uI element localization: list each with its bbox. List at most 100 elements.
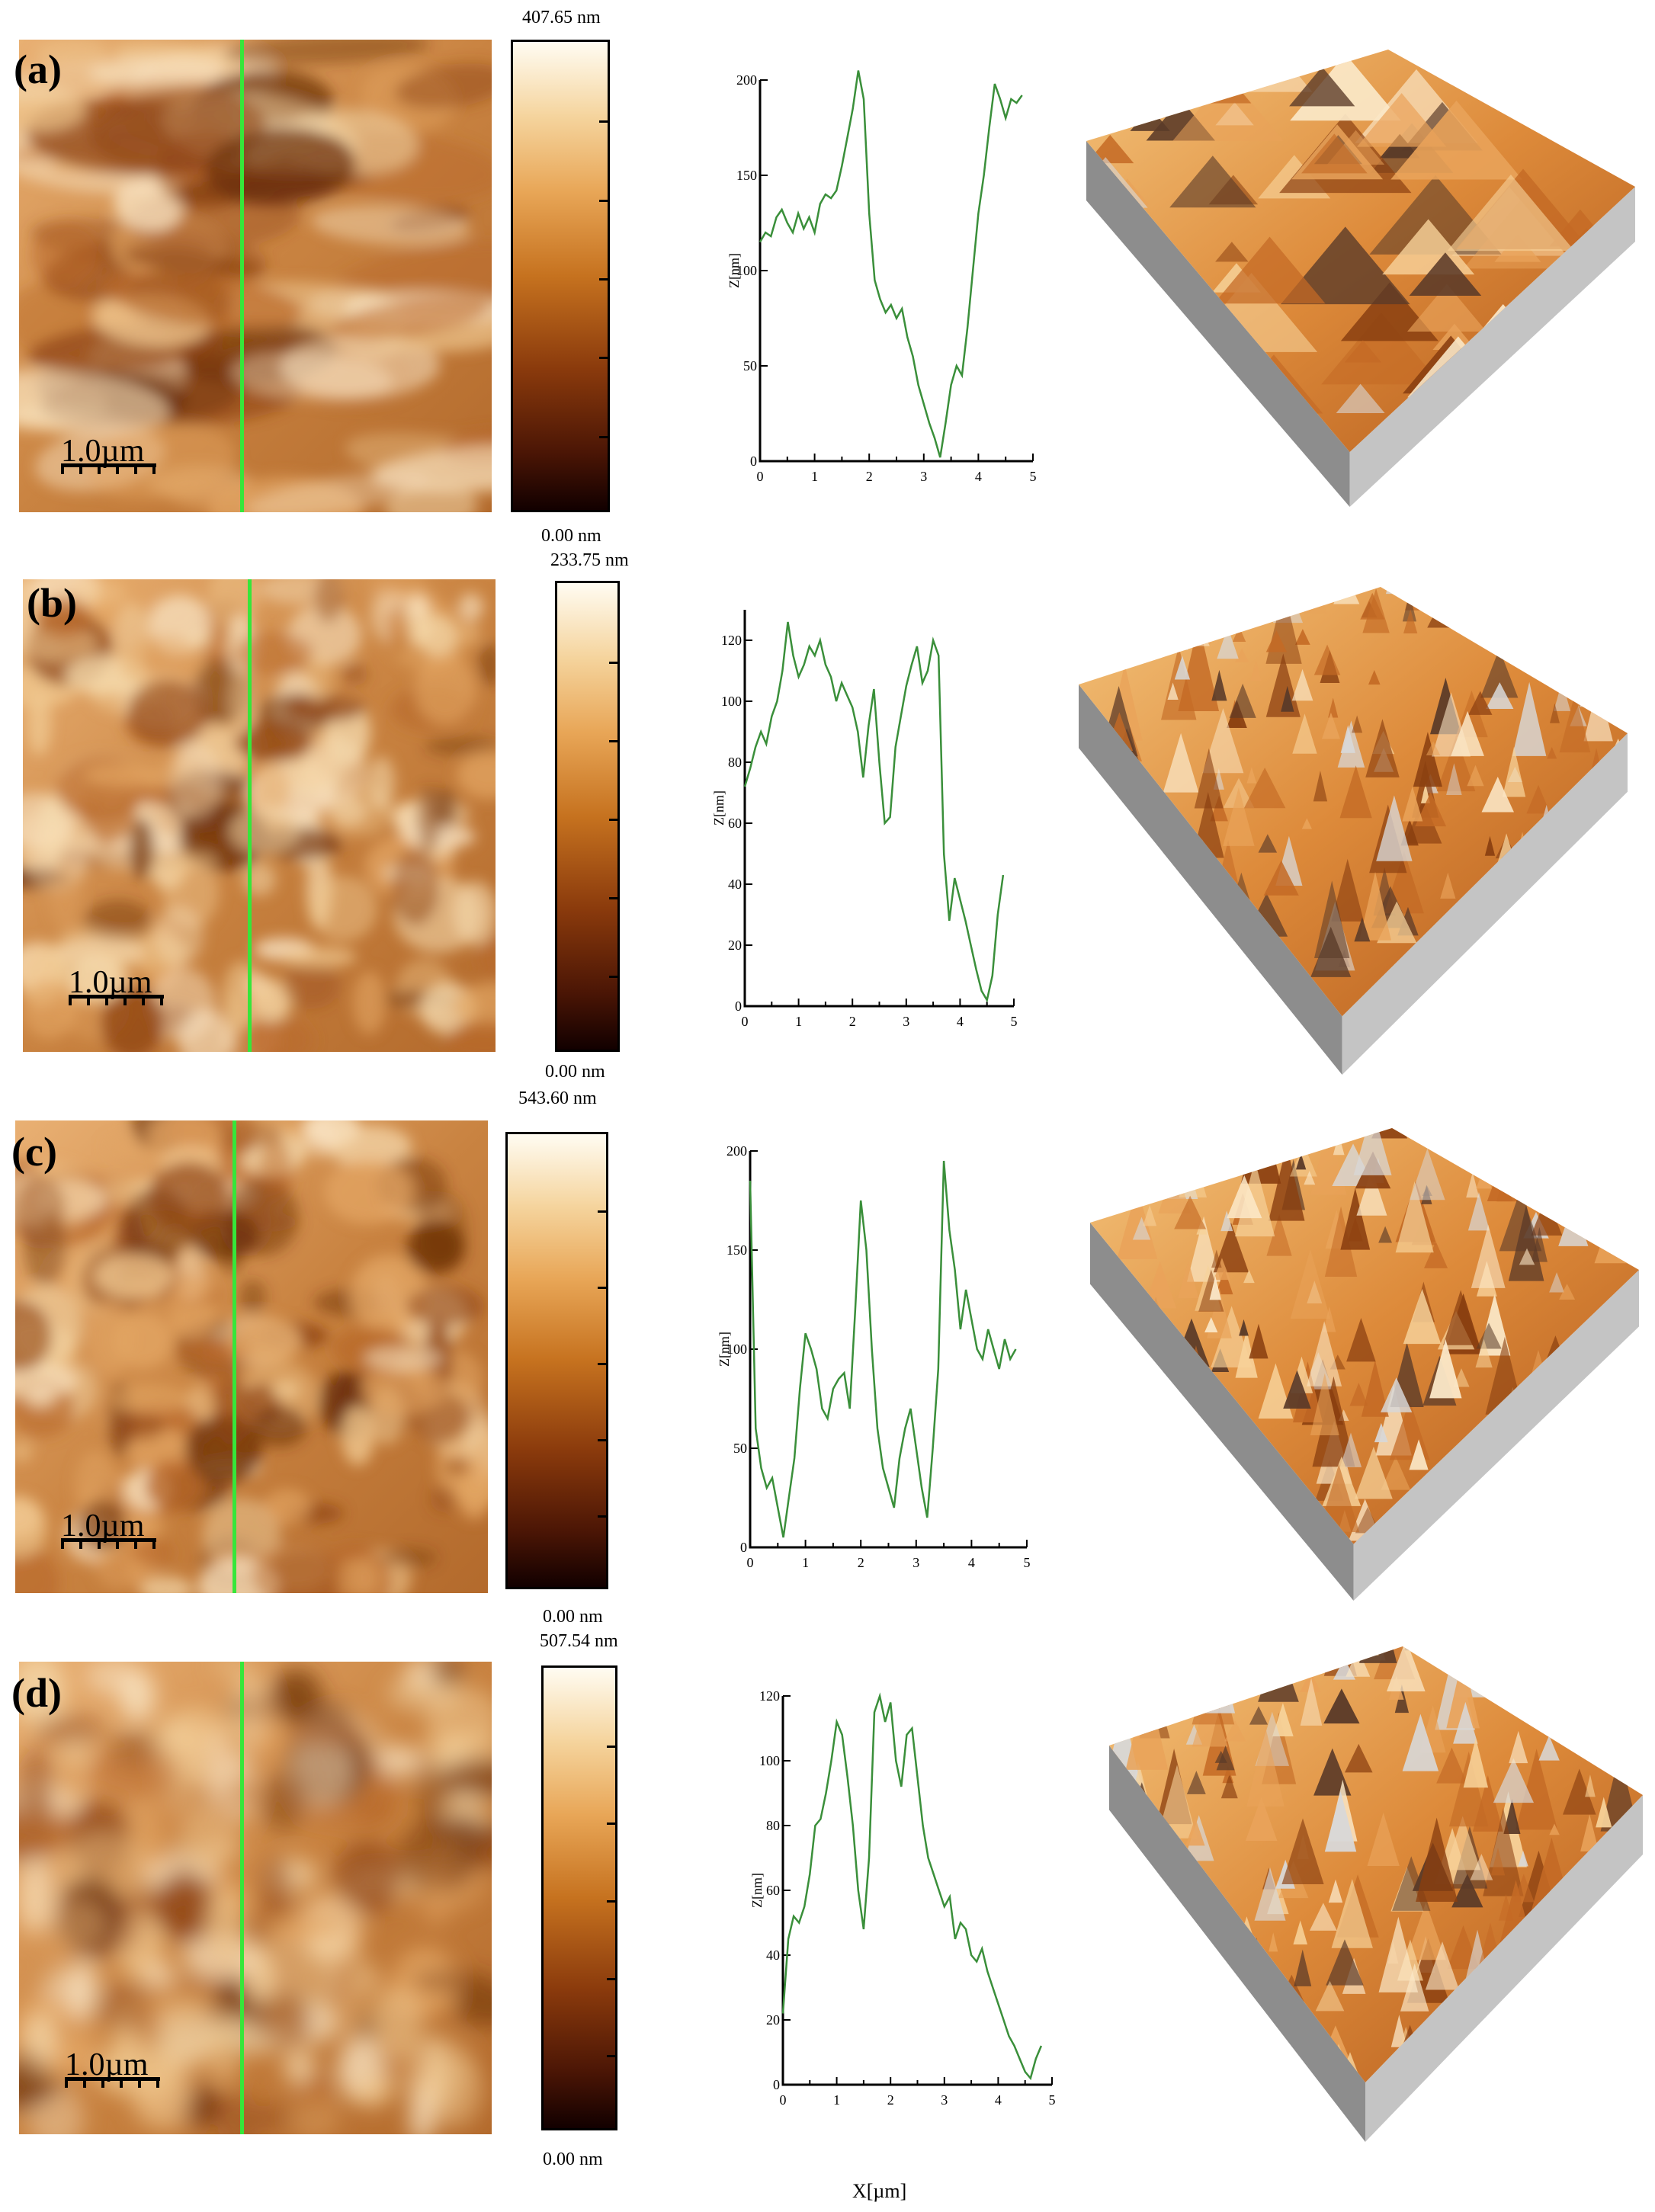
y-tick-label: 100: [726, 1342, 747, 1357]
colorbar-tick: [607, 1977, 617, 1980]
colorbar-tick: [609, 976, 620, 978]
colorbar-tick: [599, 357, 610, 360]
y-axis-label: Z[nm]: [726, 253, 742, 288]
colorbar-min-label: 0.00 nm: [541, 526, 601, 546]
x-tick-label: 2: [849, 1014, 856, 1029]
scale-bar-tick: [105, 995, 108, 1005]
y-tick-label: 200: [736, 72, 757, 88]
afm-height-image: [15, 1120, 488, 1593]
y-tick-label: 60: [728, 816, 742, 831]
height-profile-chart: 0 20 40 60 80 100 120 0 1 2 3 4 5 Z[nm]: [749, 1688, 1056, 2108]
panel-letter-a: (a): [14, 46, 62, 92]
x-tick-label: 4: [968, 1555, 975, 1570]
surface-3d-rendering: [1090, 1128, 1639, 1601]
scale-bar-tick: [87, 995, 90, 1005]
scale-bar-tick: [142, 995, 145, 1005]
line-profile: 0 50 100 150 200 0 1 2 3 4 5 Z[nm]: [717, 1143, 1034, 1578]
scale-bar-line: [61, 1538, 156, 1542]
scale-bar-tick: [134, 1538, 137, 1549]
scale-bar-line: [61, 463, 156, 467]
surface-3d-view: [1086, 50, 1635, 507]
x-tick-label: 3: [941, 2092, 948, 2108]
x-tick-label: 5: [1024, 1555, 1031, 1570]
scale-bar-label: 1.0µm: [65, 2047, 149, 2082]
surface-3d-view: [1109, 1646, 1643, 2142]
colorbar-tick: [609, 819, 620, 821]
scale-bar-label: 1.0µm: [69, 965, 152, 1000]
x-tick-label: 0: [747, 1555, 754, 1570]
colorbar-tick: [598, 1210, 608, 1213]
line-profile: 0 20 40 60 80 100 120 0 1 2 3 4 5 Z[nm]: [711, 602, 1022, 1037]
side-wall-right: [1365, 1795, 1643, 2142]
colorbar-tick: [609, 662, 620, 664]
scan-line-marker: [233, 1120, 236, 1593]
y-axis-label: Z[nm]: [717, 1332, 732, 1367]
height-colorbar: [505, 1132, 608, 1589]
y-tick-label: 100: [721, 694, 742, 709]
side-wall-right: [1353, 1270, 1639, 1601]
colorbar-min-label: 0.00 nm: [543, 2149, 603, 2169]
x-tick-label: 4: [995, 2092, 1002, 2108]
y-tick-label: 0: [740, 1540, 747, 1555]
scale-bar-tick: [101, 2077, 104, 2088]
afm-height-image: [19, 40, 492, 512]
scale-bar-tick: [123, 995, 127, 1005]
x-tick-label: 1: [833, 2092, 840, 2108]
side-wall-left: [1079, 684, 1342, 1075]
surface-3d-view: [1090, 1128, 1639, 1601]
y-tick-label: 100: [759, 1753, 780, 1768]
colorbar-tick: [598, 1363, 608, 1365]
x-tick-label: 0: [780, 2092, 787, 2108]
height-colorbar: [555, 581, 620, 1052]
surface-3d-view: [1079, 587, 1628, 1075]
scan-line-marker: [240, 1662, 244, 2134]
colorbar-tick: [599, 199, 610, 202]
scale-bar-tick: [65, 2077, 68, 2088]
side-wall-left: [1086, 141, 1350, 507]
side-wall-right: [1349, 187, 1635, 507]
profile-series-line: [781, 1692, 1043, 2081]
scale-bar: 1.0µm: [69, 964, 168, 1010]
scale-bar-line: [65, 2077, 160, 2081]
x-tick-label: 5: [1049, 2092, 1056, 2108]
y-tick-label: 0: [773, 2077, 780, 2092]
side-wall-left: [1090, 1223, 1354, 1601]
x-tick-label: 3: [903, 1014, 909, 1029]
scale-bar-tick: [152, 1538, 156, 1549]
scale-bar: 1.0µm: [61, 1508, 160, 1553]
y-axis-label: Z[nm]: [749, 1873, 765, 1908]
scan-line-marker: [248, 579, 252, 1052]
scale-bar-tick: [138, 2077, 141, 2088]
scale-bar-tick: [61, 463, 64, 474]
x-tick-label: 1: [795, 1014, 802, 1029]
x-tick-label: 0: [757, 469, 764, 484]
height-colorbar: [541, 1665, 617, 2130]
y-axis-label: Z[nm]: [711, 790, 726, 825]
scale-bar: 1.0µm: [61, 433, 160, 479]
height-colorbar: [511, 40, 610, 512]
surface-3d-rendering: [1079, 587, 1628, 1075]
y-tick-label: 60: [766, 1883, 780, 1898]
panel-letter-c: (c): [11, 1129, 57, 1175]
profile-axes: [759, 80, 1033, 463]
scale-bar-tick: [134, 463, 137, 474]
colorbar-tick: [599, 435, 610, 438]
profile-series-line: [759, 70, 1023, 458]
side-wall-right: [1342, 733, 1628, 1075]
y-tick-label: 20: [728, 938, 742, 953]
y-tick-label: 0: [735, 999, 742, 1014]
surface-3d-rendering: [1109, 1646, 1643, 2142]
y-tick-label: 50: [733, 1441, 747, 1456]
scale-bar-label: 1.0µm: [61, 1508, 145, 1544]
y-tick-label: 200: [726, 1143, 747, 1159]
scale-bar: 1.0µm: [65, 2047, 164, 2092]
scale-bar-tick: [152, 463, 156, 474]
x-tick-label: 1: [802, 1555, 809, 1570]
x-tick-label: 2: [866, 469, 873, 484]
scale-bar-tick: [83, 2077, 86, 2088]
scale-bar-tick: [69, 995, 72, 1005]
colorbar-tick: [607, 1745, 617, 1748]
x-tick-label: 4: [975, 469, 982, 484]
colorbar-max-label: 507.54 nm: [540, 1631, 618, 1651]
line-profile: 0 50 100 150 200 0 1 2 3 4 5 Z[nm]: [726, 70, 1041, 492]
